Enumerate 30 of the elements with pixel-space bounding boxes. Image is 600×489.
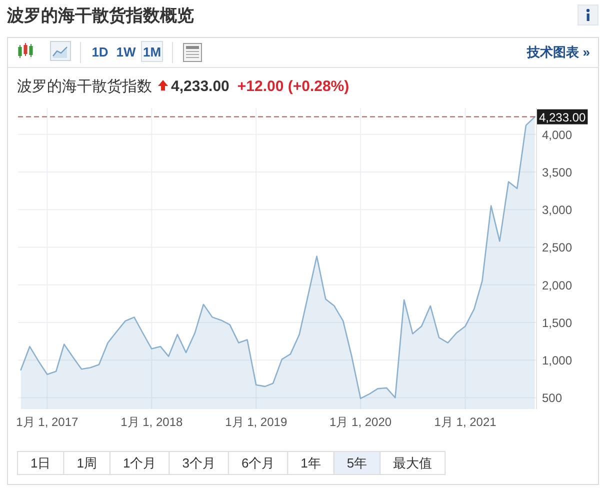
x-tick-label: 1月 1, 2018 — [120, 415, 183, 429]
text: 5年 — [346, 456, 368, 470]
text: 1年 — [300, 456, 321, 470]
y-tick-label: 500 — [542, 391, 562, 406]
y-tick-label: 3,500 — [542, 165, 572, 180]
y-tick-label: 2,500 — [542, 240, 572, 255]
y-tick-label: 1,500 — [542, 316, 572, 330]
x-tick-label: 1月 1, 2020 — [330, 415, 392, 429]
text: 3个月 — [182, 456, 216, 470]
y-tick-label: 3,000 — [542, 203, 572, 218]
y-tick-label: 4,000 — [542, 128, 572, 142]
text: 1D — [92, 44, 108, 60]
x-tick-label: 1月 1, 2021 — [434, 415, 497, 429]
text: 最大值 — [393, 456, 432, 470]
text: 1日 — [30, 456, 51, 470]
text: 4,233.00 — [171, 78, 230, 95]
x-tick-label: 1月 1, 2019 — [225, 415, 288, 429]
ref-line-label: 4,233.00 — [539, 110, 586, 124]
text: 波罗的海干散货指数概览 — [6, 6, 194, 25]
y-tick-label: 2,000 — [542, 278, 572, 292]
y-tick-label: 1,000 — [542, 354, 572, 368]
text: 技术图表 » — [526, 44, 590, 60]
text: +12.00 (+0.28%) — [237, 78, 350, 95]
text: 6个月 — [241, 456, 275, 470]
text: 1个月 — [122, 456, 156, 470]
text: 1W — [116, 44, 136, 60]
x-tick-label: 1月 1, 2017 — [16, 415, 79, 429]
text: 1M — [142, 44, 162, 60]
text: 1周 — [76, 456, 97, 470]
chart-title: 波罗的海干散货指数 — [17, 78, 152, 95]
